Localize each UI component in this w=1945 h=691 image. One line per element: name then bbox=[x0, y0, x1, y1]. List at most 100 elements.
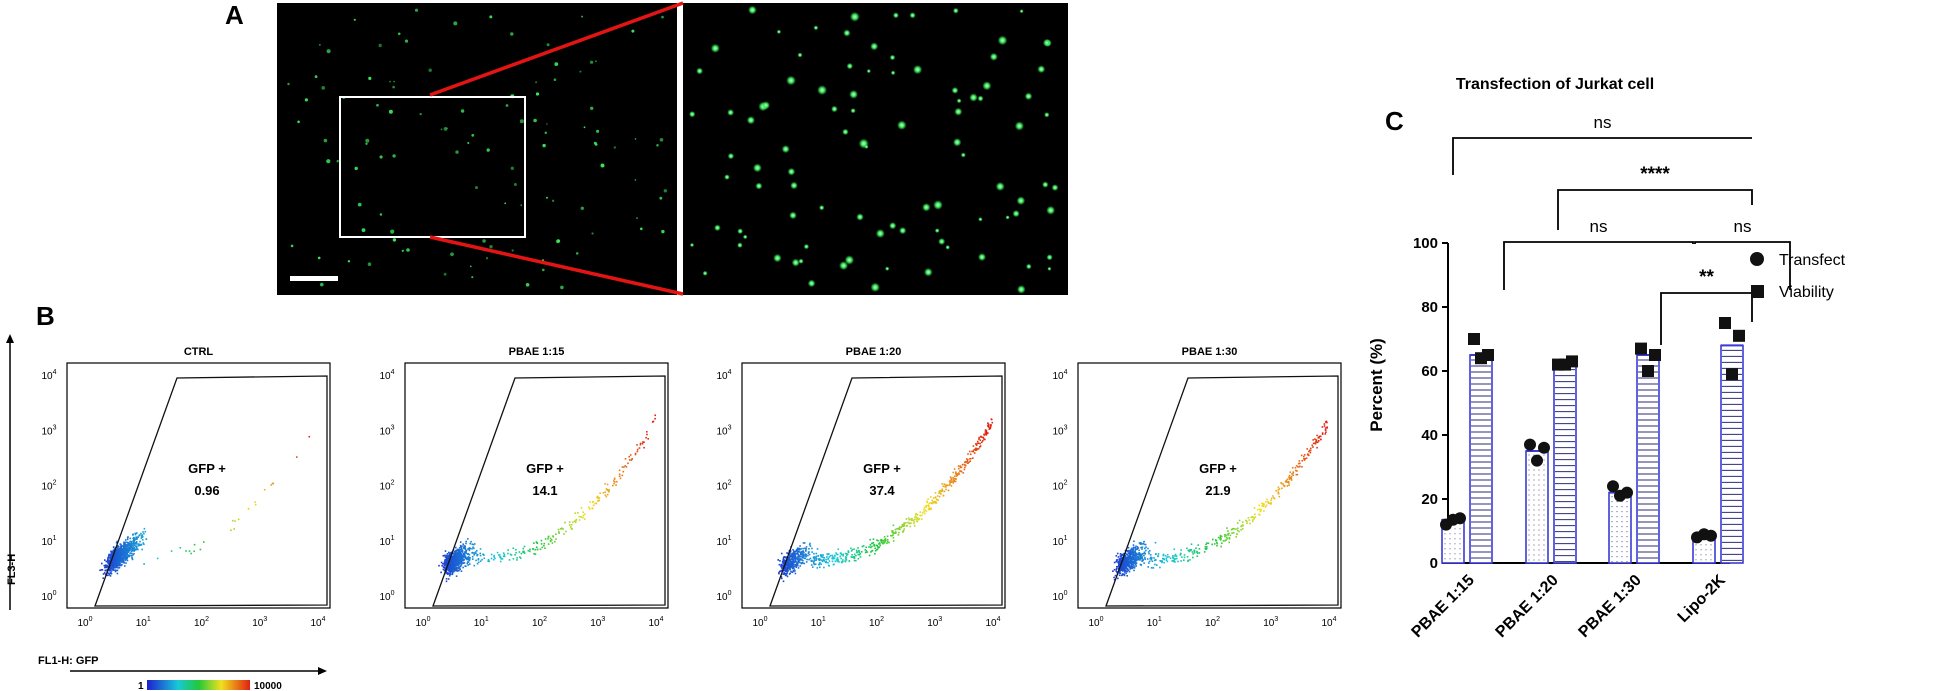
event-dot bbox=[1121, 573, 1124, 575]
event-dot bbox=[570, 527, 573, 530]
event-dot bbox=[464, 556, 466, 558]
bar-stipple bbox=[1454, 548, 1456, 550]
event-dot bbox=[794, 570, 796, 572]
event-dot bbox=[964, 464, 967, 467]
event-dot bbox=[1125, 561, 1127, 563]
event-dot bbox=[1139, 558, 1142, 560]
event-dot bbox=[869, 546, 872, 549]
event-dot bbox=[133, 546, 135, 549]
event-dot bbox=[453, 567, 456, 569]
event-dot bbox=[1315, 441, 1317, 443]
event-dot bbox=[458, 558, 461, 560]
event-dot bbox=[1288, 484, 1290, 486]
event-dot bbox=[1241, 524, 1244, 526]
event-dot bbox=[458, 547, 461, 549]
event-dot bbox=[1261, 505, 1264, 507]
cell-dot bbox=[661, 229, 665, 234]
cell-dot-zoom bbox=[870, 282, 880, 292]
cell-dot-zoom bbox=[864, 144, 869, 149]
event-dot bbox=[1286, 478, 1289, 481]
event-dot bbox=[535, 546, 538, 548]
event-dot bbox=[1128, 550, 1131, 553]
bar-stipple bbox=[1705, 554, 1707, 556]
event-dot bbox=[1128, 570, 1131, 573]
event-dot bbox=[457, 562, 460, 565]
bar-stipple bbox=[1543, 494, 1545, 496]
bar-stipple bbox=[1538, 494, 1540, 496]
event-dot bbox=[989, 427, 991, 429]
event-dot bbox=[110, 572, 113, 575]
event-dot bbox=[1267, 500, 1269, 503]
event-dot bbox=[117, 564, 120, 566]
bar-stipple bbox=[1543, 454, 1545, 456]
event-dot bbox=[972, 449, 975, 452]
event-dot bbox=[493, 554, 495, 557]
event-dot bbox=[448, 554, 450, 557]
event-dot bbox=[1140, 556, 1143, 558]
event-dot bbox=[930, 502, 932, 504]
bar-stipple bbox=[1621, 551, 1623, 553]
event-dot bbox=[906, 525, 908, 527]
event-dot bbox=[1135, 552, 1138, 555]
event-dot bbox=[798, 548, 800, 551]
event-dot bbox=[1263, 503, 1265, 506]
event-dot bbox=[984, 438, 986, 441]
event-dot bbox=[1135, 561, 1137, 564]
x-tick-label: 100 bbox=[752, 616, 767, 629]
event-dot bbox=[1118, 563, 1120, 566]
panel-label-c: C bbox=[1385, 106, 1404, 136]
event-dot bbox=[952, 479, 955, 481]
event-dot bbox=[1115, 560, 1118, 563]
event-dot bbox=[798, 551, 801, 553]
event-dot bbox=[487, 558, 490, 561]
event-dot bbox=[117, 546, 119, 549]
event-dot bbox=[516, 557, 518, 559]
event-dot bbox=[798, 556, 801, 558]
scale-bar bbox=[290, 276, 338, 281]
event-dot bbox=[1295, 473, 1298, 476]
cell-dot bbox=[581, 15, 584, 18]
event-dot bbox=[935, 502, 938, 504]
event-dot bbox=[831, 557, 833, 560]
event-dot bbox=[948, 481, 951, 483]
event-dot bbox=[795, 557, 797, 560]
x-tick-label: 104 bbox=[310, 616, 325, 629]
event-dot bbox=[1206, 547, 1208, 550]
event-dot bbox=[448, 574, 451, 577]
event-dot bbox=[1220, 538, 1222, 540]
bar-stipple bbox=[1611, 521, 1613, 523]
event-dot bbox=[1300, 454, 1303, 457]
event-dot bbox=[127, 543, 130, 545]
event-dot bbox=[452, 572, 454, 574]
event-dot bbox=[805, 546, 808, 548]
event-dot bbox=[1162, 553, 1165, 556]
event-dot bbox=[455, 546, 457, 549]
bar-stipple bbox=[1444, 543, 1446, 545]
event-dot bbox=[449, 553, 451, 556]
event-dot bbox=[465, 549, 468, 552]
event-dot bbox=[461, 562, 464, 564]
cell-dot bbox=[326, 159, 331, 164]
event-dot bbox=[641, 442, 644, 445]
bar-viability bbox=[1469, 354, 1493, 564]
event-dot bbox=[507, 549, 509, 551]
event-dot bbox=[458, 569, 460, 572]
cell-dot-zoom bbox=[776, 29, 782, 34]
event-dot bbox=[800, 552, 802, 555]
event-dot bbox=[947, 489, 950, 492]
event-dot bbox=[985, 429, 988, 432]
transfect-point bbox=[1705, 529, 1717, 542]
event-dot bbox=[979, 439, 982, 441]
event-dot bbox=[133, 537, 135, 539]
event-dot bbox=[136, 532, 138, 534]
event-dot bbox=[940, 493, 942, 495]
event-dot bbox=[1165, 559, 1168, 561]
event-dot bbox=[1116, 552, 1119, 555]
event-dot bbox=[1325, 431, 1327, 433]
event-dot bbox=[449, 560, 451, 562]
bar-stipple bbox=[1533, 474, 1535, 476]
cell-dot bbox=[392, 154, 396, 158]
event-dot bbox=[794, 572, 797, 575]
event-dot bbox=[1144, 553, 1147, 555]
